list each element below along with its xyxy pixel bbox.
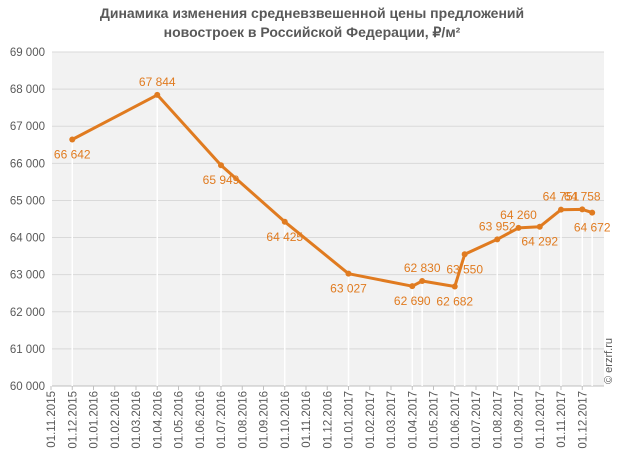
- x-axis: 01.11.2015 01.12.2015 01.01.2016 01.02.2016…: [46, 386, 589, 449]
- data-point: [69, 136, 76, 143]
- x-tick-label: 01.02.2017: [365, 391, 377, 449]
- x-tick-label: 01.09.2017: [514, 391, 526, 449]
- data-label: 63 952: [479, 219, 516, 233]
- data-point: [281, 218, 288, 225]
- data-point: [536, 223, 543, 230]
- data-label: 64 292: [521, 235, 558, 249]
- x-tick-label: 01.04.2016: [152, 391, 164, 449]
- y-tick-label: 65 000: [10, 195, 45, 207]
- x-tick-label: 01.03.2017: [386, 391, 398, 449]
- data-point: [494, 236, 501, 243]
- drop-lines: [71, 94, 593, 386]
- x-tick-label: 01.09.2016: [259, 391, 271, 449]
- y-tick-label: 63 000: [10, 270, 45, 282]
- x-tick-label: 01.11.2017: [556, 391, 568, 448]
- data-label: 64 672: [574, 221, 611, 235]
- data-label: 62 690: [394, 294, 431, 308]
- x-tick-label: 01.10.2017: [535, 391, 547, 449]
- chart-title: Динамика изменения средневзвешенной цены…: [100, 5, 524, 40]
- y-tick-label: 62 000: [10, 307, 45, 319]
- data-point: [558, 206, 564, 213]
- x-tick-label: 01.11.2016: [301, 391, 313, 448]
- y-tick-label: 68 000: [10, 84, 45, 96]
- data-label: 65 949: [203, 173, 240, 187]
- data-label: 62 682: [436, 294, 473, 308]
- data-label: 64 260: [500, 208, 537, 222]
- data-point: [589, 209, 596, 216]
- data-label: 66 642: [54, 148, 91, 162]
- x-tick-label: 01.07.2016: [216, 391, 228, 449]
- y-axis: 60 000 61 000 62 000 63 000 64 000 65 000 66 0…: [10, 47, 45, 393]
- data-label: 64 758: [564, 189, 601, 203]
- y-tick-label: 61 000: [10, 344, 45, 356]
- data-label: 63 027: [330, 282, 367, 296]
- y-tick-label: 66 000: [10, 158, 45, 170]
- data-labels: 66 642 67 844 65 949 64 425 63 027 62 690 62 8…: [54, 75, 611, 309]
- chart-title-line-2: новостроек в Российской Федерации, ₽/м²: [164, 24, 461, 40]
- y-tick-label: 69 000: [10, 47, 45, 59]
- x-tick-label: 01.06.2016: [195, 391, 207, 449]
- x-tick-label: 01.08.2017: [492, 391, 504, 449]
- data-point: [515, 224, 522, 231]
- data-point: [409, 283, 416, 290]
- x-tick-label: 01.01.2016: [89, 391, 101, 449]
- credit-text: © erzrf.ru: [603, 338, 615, 384]
- x-tick-label: 01.04.2017: [407, 391, 419, 449]
- data-point: [451, 283, 458, 290]
- x-tick-label: 01.08.2016: [237, 391, 249, 449]
- data-label: 63 550: [446, 262, 483, 276]
- x-tick-label: 01.05.2016: [174, 391, 186, 449]
- x-tick-label: 01.06.2017: [450, 391, 462, 449]
- data-point: [579, 206, 586, 213]
- gridlines: [52, 51, 604, 387]
- y-tick-label: 64 000: [10, 233, 45, 245]
- data-label: 67 844: [139, 75, 176, 89]
- data-label: 64 751: [543, 190, 580, 204]
- x-tick-label: 01.12.2016: [322, 391, 334, 449]
- data-markers: [69, 91, 596, 290]
- x-tick-label: 01.12.2017: [577, 391, 589, 449]
- x-tick-label: 01.10.2016: [280, 391, 292, 449]
- y-tick-label: 67 000: [10, 121, 45, 133]
- x-tick-label: 01.12.2015: [67, 391, 79, 449]
- x-tick-label: 01.11.2015: [46, 391, 58, 448]
- plot-area: [52, 52, 604, 386]
- chart-title-line-1: Динамика изменения средневзвешенной цены…: [100, 5, 524, 21]
- data-point: [419, 277, 426, 284]
- data-point: [218, 162, 224, 169]
- data-label: 64 425: [266, 230, 303, 244]
- x-tick-label: 01.03.2016: [131, 391, 143, 449]
- data-point: [345, 270, 352, 277]
- x-tick-label: 01.02.2016: [110, 391, 122, 449]
- x-tick-label: 01.05.2017: [429, 391, 441, 449]
- x-tick-label: 01.07.2017: [471, 391, 483, 449]
- y-tick-label: 60 000: [10, 381, 45, 393]
- data-point: [154, 91, 161, 98]
- data-label: 62 830: [404, 261, 441, 275]
- x-tick-label: 01.01.2017: [344, 391, 356, 449]
- data-point: [461, 251, 468, 258]
